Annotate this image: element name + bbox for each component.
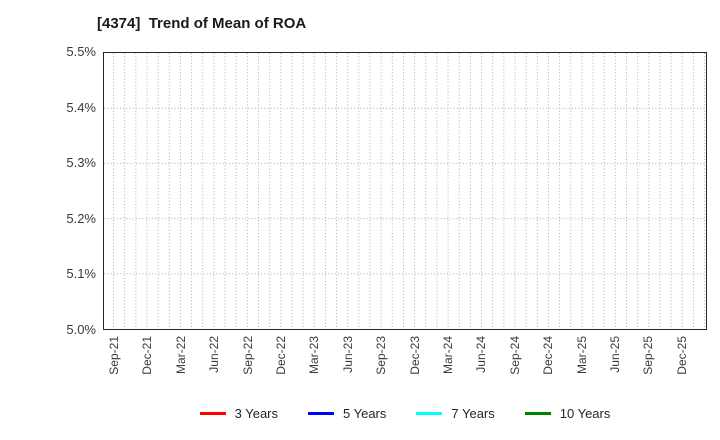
x-tick-label: Dec-21 <box>140 336 155 375</box>
legend-item-3-years: 3 Years <box>199 405 278 421</box>
legend-line-swatch <box>199 411 226 415</box>
y-tick-label: 5.3% <box>66 155 96 171</box>
legend: 3 Years 5 Years 7 Years 10 Years <box>103 403 707 423</box>
y-tick-label: 5.4% <box>66 99 96 115</box>
x-tick-label: Sep-24 <box>507 336 522 375</box>
x-tick-label: Dec-23 <box>407 336 422 375</box>
x-tick-label: Mar-22 <box>173 336 188 375</box>
legend-label: 3 Years <box>234 405 278 421</box>
y-tick-label: 5.1% <box>66 266 96 282</box>
legend-label: 5 Years <box>343 405 387 421</box>
x-tick-label: Mar-25 <box>574 336 589 375</box>
x-tick-label: Sep-21 <box>107 336 121 375</box>
legend-item-7-years: 7 Years <box>416 405 495 421</box>
legend-label: 7 Years <box>451 405 495 421</box>
x-tick-label: Sep-25 <box>641 336 656 375</box>
y-tick-label: 5.5% <box>66 44 96 59</box>
y-tick-label: 5.0% <box>66 322 96 337</box>
x-tick-label: Jun-22 <box>207 336 222 373</box>
x-tick-label: Sep-22 <box>240 336 255 375</box>
legend-line-swatch <box>416 411 443 415</box>
x-axis-labels: Sep-21 Dec-21 Mar-22 Jun-22 Sep-22 Dec-22 Mar-… <box>103 336 707 386</box>
y-tick-label: 5.2% <box>66 210 96 226</box>
x-tick-label: Dec-24 <box>541 336 556 375</box>
legend-item-10-years: 10 Years <box>524 405 611 421</box>
x-tick-label: Dec-22 <box>273 336 288 375</box>
y-axis-labels: 5.0% 5.1% 5.2% 5.3% 5.4% 5.5% <box>36 44 96 337</box>
legend-line-swatch <box>308 411 334 415</box>
grid-and-series-canvas <box>104 53 706 329</box>
x-tick-label: Jun-23 <box>340 336 355 373</box>
x-tick-label: Sep-23 <box>374 336 389 375</box>
x-tick-label: Mar-24 <box>440 336 455 375</box>
plot-area <box>103 52 707 330</box>
legend-label: 10 Years <box>559 405 611 421</box>
x-tick-label: Jun-24 <box>474 336 489 373</box>
legend-item-5-years: 5 Years <box>308 406 386 421</box>
x-tick-label: Mar-23 <box>307 336 322 375</box>
legend-line-swatch <box>524 411 551 415</box>
x-tick-label: Dec-25 <box>674 336 689 375</box>
x-tick-label: Jun-25 <box>607 336 622 373</box>
chart-title: [4374] Trend of Mean of ROA <box>97 15 307 32</box>
